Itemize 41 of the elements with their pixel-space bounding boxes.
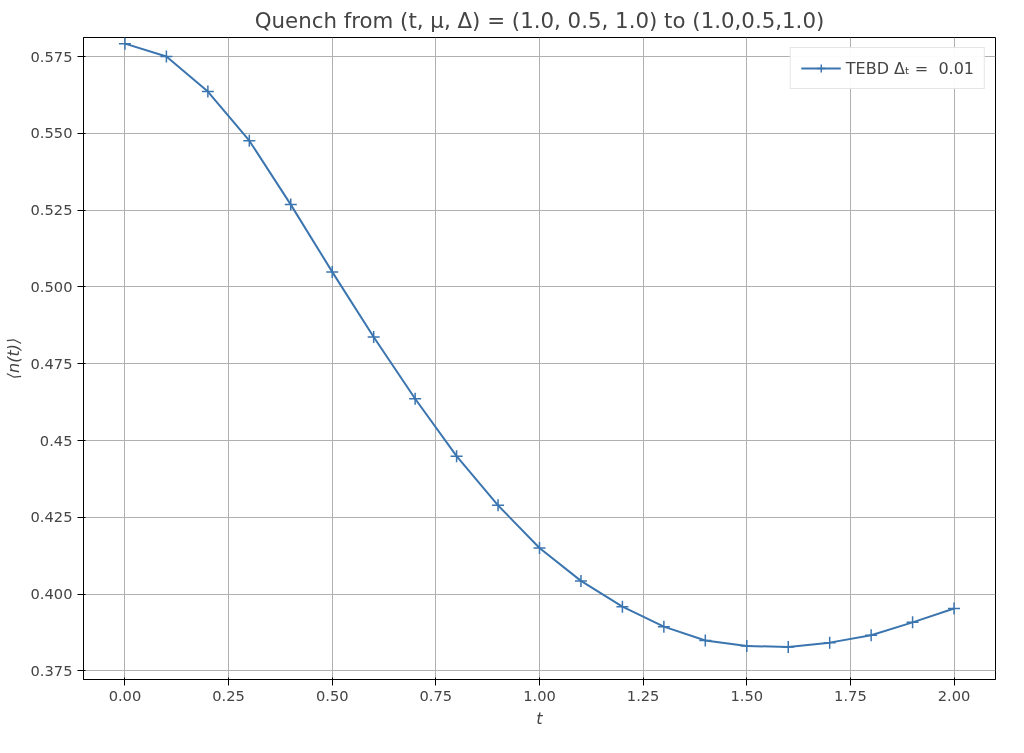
point (905, 615, 920, 630)
x-tick-label: 0.75 (419, 686, 453, 704)
legend-label: TEBD Δₜ = 0.01 (845, 58, 974, 78)
y-tick-label: 0.375 (30, 661, 73, 679)
y-tick-label: 0.525 (30, 201, 73, 219)
y-tick-label: 0.575 (30, 47, 73, 65)
point (325, 265, 339, 279)
point (947, 601, 961, 616)
point (698, 633, 713, 648)
y-tick-label: 0.475 (30, 354, 73, 372)
point (449, 449, 464, 463)
x-tick-label: 2.00 (937, 686, 971, 704)
x-tick-label: 0.50 (315, 686, 349, 704)
point (574, 574, 588, 588)
x-tick-label: 1.50 (730, 686, 764, 704)
point (366, 330, 381, 344)
y-tick-label: 0.500 (30, 277, 73, 295)
point (201, 84, 215, 99)
y-axis-title: ⟨n(t)⟩ (3, 337, 23, 380)
y-tick-label: 0.425 (30, 508, 73, 526)
point (408, 391, 422, 406)
point (159, 49, 174, 64)
x-tick-label: 1.25 (626, 686, 660, 704)
point (864, 628, 878, 643)
x-tick-label: 0.00 (108, 686, 142, 704)
x-axis-title: t (536, 708, 544, 728)
point (284, 197, 298, 212)
x-tick-label: 1.75 (834, 686, 867, 704)
point (657, 619, 671, 634)
y-tick-label: 0.45 (39, 431, 73, 449)
point (118, 37, 132, 51)
x-tick-label: 0.25 (212, 686, 245, 704)
point (532, 541, 547, 555)
point (242, 133, 257, 148)
point (491, 498, 505, 513)
chart-title: Quench from (t, μ, Δ) = (1.0, 0.5, 1.0) to (1.0,0.5,1.0) (254, 7, 825, 33)
point (822, 635, 837, 650)
y-tick-label: 0.550 (30, 124, 73, 142)
point (615, 599, 630, 614)
x-tick-label: 1.00 (523, 686, 556, 704)
y-tick-label: 0.400 (30, 585, 73, 603)
